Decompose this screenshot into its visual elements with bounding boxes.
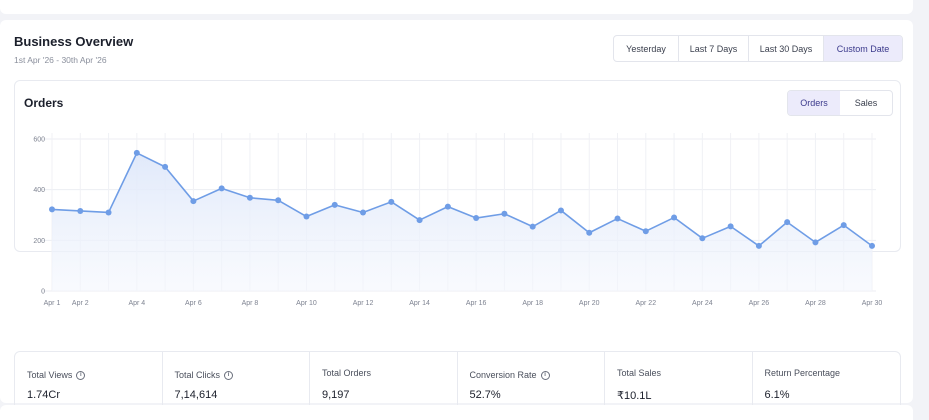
data-point[interactable] xyxy=(162,163,169,170)
chart-title: Orders xyxy=(24,96,64,110)
data-point[interactable] xyxy=(501,210,508,217)
data-point[interactable] xyxy=(614,215,621,222)
toggle-orders[interactable]: Orders xyxy=(788,91,840,115)
data-point[interactable] xyxy=(529,223,536,230)
data-point[interactable] xyxy=(331,201,338,208)
data-point[interactable] xyxy=(360,209,367,216)
data-point[interactable] xyxy=(444,203,451,210)
data-point[interactable] xyxy=(699,235,706,242)
stats-bar: Total Views i 1.74Cr Total Clicks i 7,14,6… xyxy=(14,351,901,411)
stat-total-views: Total Views i 1.74Cr xyxy=(15,352,163,410)
stat-value: 6.1% xyxy=(764,389,790,401)
business-overview-card: Business Overview 1st Apr '26 - 30th Apr… xyxy=(0,20,913,411)
stat-total-clicks: Total Clicks i 7,14,614 xyxy=(163,352,310,410)
orders-chart-panel: Orders Orders Sales xyxy=(14,80,901,252)
data-point[interactable] xyxy=(642,228,649,235)
page-title: Business Overview xyxy=(14,34,134,49)
stat-value: 9,197 xyxy=(322,389,350,401)
data-point[interactable] xyxy=(416,217,423,224)
info-icon[interactable]: i xyxy=(76,370,86,380)
stat-total-sales: Total Sales ₹10.1L xyxy=(605,352,753,410)
stat-label: Total Views xyxy=(27,370,73,380)
tab-last-7-days[interactable]: Last 7 Days xyxy=(679,36,749,61)
data-point[interactable] xyxy=(105,209,112,216)
stat-label: Total Sales xyxy=(617,368,662,378)
stat-label: Total Orders xyxy=(322,368,372,378)
data-point[interactable] xyxy=(77,207,84,214)
stat-value: 7,14,614 xyxy=(174,389,218,401)
stat-value: 52.7% xyxy=(469,389,501,401)
toggle-sales[interactable]: Sales xyxy=(854,98,878,108)
data-point[interactable] xyxy=(190,198,197,205)
data-point[interactable] xyxy=(671,214,678,221)
stat-total-orders: Total Orders 9,197 xyxy=(310,352,458,410)
date-range-tabs: Yesterday Last 7 Days Last 30 Days Custo… xyxy=(613,35,903,62)
stat-value: 1.74Cr xyxy=(27,389,61,401)
data-point[interactable] xyxy=(869,242,875,249)
data-point[interactable] xyxy=(388,198,395,205)
data-point[interactable] xyxy=(246,194,253,201)
data-point[interactable] xyxy=(840,222,847,229)
stat-conversion-rate: Conversion Rate i 52.7% xyxy=(458,352,605,410)
date-range-label: 1st Apr '26 - 30th Apr '26 xyxy=(14,55,107,65)
stat-return-percentage: Return Percentage 6.1% xyxy=(753,352,901,410)
data-point[interactable] xyxy=(303,213,310,220)
stat-label: Conversion Rate xyxy=(469,370,537,380)
stat-label: Return Percentage xyxy=(764,368,841,378)
data-point[interactable] xyxy=(275,197,282,204)
data-point[interactable] xyxy=(133,149,140,156)
previous-card-edge xyxy=(0,0,913,14)
stat-value: ₹10.1L xyxy=(617,390,652,402)
data-point[interactable] xyxy=(49,206,55,213)
data-point[interactable] xyxy=(557,207,564,214)
next-card-edge xyxy=(0,405,913,420)
tab-last-30-days[interactable]: Last 30 Days xyxy=(749,36,824,61)
data-point[interactable] xyxy=(473,215,480,222)
info-icon[interactable]: i xyxy=(540,370,550,380)
data-point[interactable] xyxy=(755,242,762,249)
info-icon[interactable]: i xyxy=(224,370,234,380)
tab-custom-date[interactable]: Custom Date xyxy=(824,36,902,61)
data-point[interactable] xyxy=(784,219,791,226)
data-point[interactable] xyxy=(812,239,819,246)
stat-label: Total Clicks xyxy=(174,370,221,380)
tab-yesterday[interactable]: Yesterday xyxy=(614,36,679,61)
data-point[interactable] xyxy=(727,223,734,230)
metric-toggle: Orders Sales xyxy=(787,90,893,116)
data-point[interactable] xyxy=(218,185,225,192)
data-point[interactable] xyxy=(586,229,593,236)
